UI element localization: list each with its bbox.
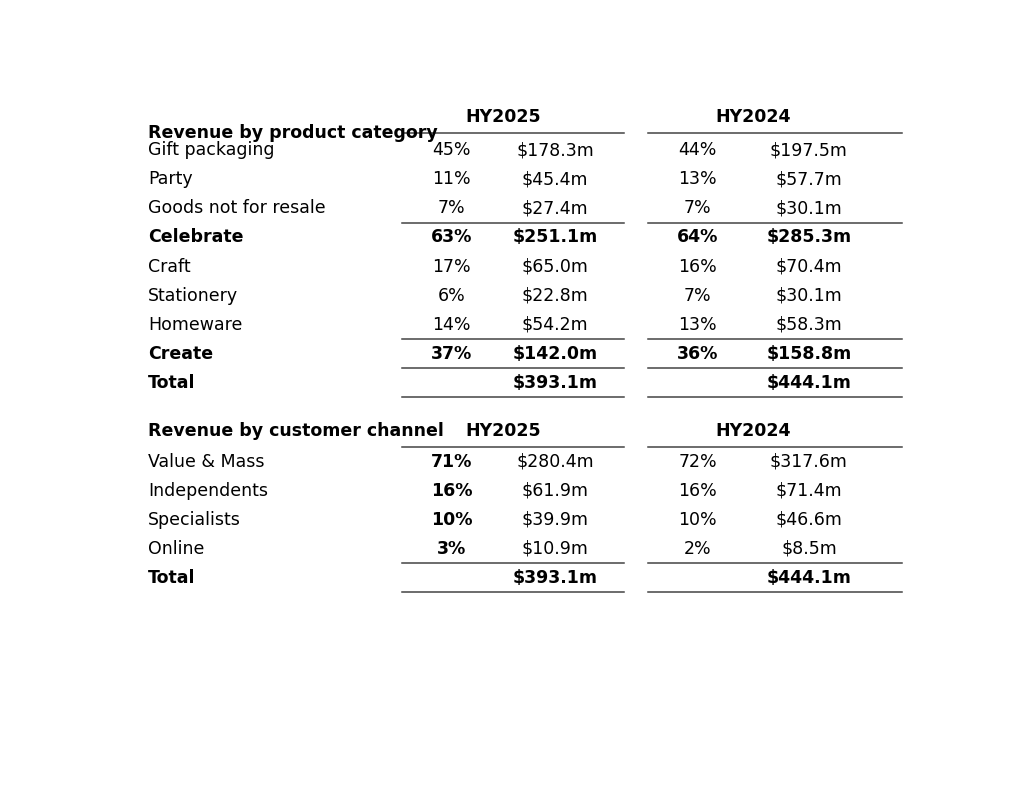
Text: 16%: 16% xyxy=(679,482,717,500)
Text: Stationery: Stationery xyxy=(147,287,238,304)
Text: $10.9m: $10.9m xyxy=(521,540,589,558)
Text: Revenue by product category: Revenue by product category xyxy=(147,124,437,142)
Text: HY2024: HY2024 xyxy=(716,422,792,440)
Text: HY2025: HY2025 xyxy=(466,108,542,126)
Text: 63%: 63% xyxy=(431,228,472,246)
Text: 10%: 10% xyxy=(679,510,717,529)
Text: 13%: 13% xyxy=(679,170,717,188)
Text: $251.1m: $251.1m xyxy=(512,228,598,246)
Text: 64%: 64% xyxy=(677,228,719,246)
Text: Goods not for resale: Goods not for resale xyxy=(147,200,326,217)
Text: Party: Party xyxy=(147,170,193,188)
Text: $8.5m: $8.5m xyxy=(781,540,837,558)
Text: 13%: 13% xyxy=(679,316,717,334)
Text: 16%: 16% xyxy=(431,482,472,500)
Text: $22.8m: $22.8m xyxy=(521,287,589,304)
Text: Celebrate: Celebrate xyxy=(147,228,244,246)
Text: Revenue by customer channel: Revenue by customer channel xyxy=(147,422,443,440)
Text: 3%: 3% xyxy=(437,540,466,558)
Text: $142.0m: $142.0m xyxy=(512,345,598,363)
Text: 2%: 2% xyxy=(684,540,712,558)
Text: Homeware: Homeware xyxy=(147,316,243,334)
Text: $444.1m: $444.1m xyxy=(767,374,851,392)
Text: $61.9m: $61.9m xyxy=(521,482,589,500)
Text: $71.4m: $71.4m xyxy=(775,482,842,500)
Text: Value & Mass: Value & Mass xyxy=(147,452,264,471)
Text: Online: Online xyxy=(147,540,204,558)
Text: 45%: 45% xyxy=(432,142,471,159)
Text: Create: Create xyxy=(147,345,213,363)
Text: $27.4m: $27.4m xyxy=(521,200,588,217)
Text: 7%: 7% xyxy=(438,200,466,217)
Text: $444.1m: $444.1m xyxy=(767,569,851,587)
Text: Total: Total xyxy=(147,569,196,587)
Text: Specialists: Specialists xyxy=(147,510,241,529)
Text: $57.7m: $57.7m xyxy=(775,170,843,188)
Text: $280.4m: $280.4m xyxy=(516,452,594,471)
Text: $317.6m: $317.6m xyxy=(770,452,848,471)
Text: Gift packaging: Gift packaging xyxy=(147,142,274,159)
Text: 44%: 44% xyxy=(679,142,717,159)
Text: 14%: 14% xyxy=(432,316,471,334)
Text: 7%: 7% xyxy=(684,200,712,217)
Text: 72%: 72% xyxy=(679,452,717,471)
Text: $65.0m: $65.0m xyxy=(521,258,589,276)
Text: 7%: 7% xyxy=(684,287,712,304)
Text: HY2025: HY2025 xyxy=(466,422,542,440)
Text: 10%: 10% xyxy=(431,510,472,529)
Text: Total: Total xyxy=(147,374,196,392)
Text: $70.4m: $70.4m xyxy=(775,258,842,276)
Text: 71%: 71% xyxy=(431,452,472,471)
Text: Craft: Craft xyxy=(147,258,190,276)
Text: HY2024: HY2024 xyxy=(716,108,792,126)
Text: 36%: 36% xyxy=(677,345,719,363)
Text: $393.1m: $393.1m xyxy=(512,374,597,392)
Text: $46.6m: $46.6m xyxy=(775,510,843,529)
Text: $393.1m: $393.1m xyxy=(512,569,597,587)
Text: $45.4m: $45.4m xyxy=(521,170,588,188)
Text: $158.8m: $158.8m xyxy=(766,345,852,363)
Text: $178.3m: $178.3m xyxy=(516,142,594,159)
Text: 37%: 37% xyxy=(431,345,472,363)
Text: $58.3m: $58.3m xyxy=(775,316,843,334)
Text: $54.2m: $54.2m xyxy=(521,316,588,334)
Text: $39.9m: $39.9m xyxy=(521,510,589,529)
Text: 16%: 16% xyxy=(679,258,717,276)
Text: $197.5m: $197.5m xyxy=(770,142,848,159)
Text: 17%: 17% xyxy=(432,258,471,276)
Text: $30.1m: $30.1m xyxy=(775,287,843,304)
Text: $30.1m: $30.1m xyxy=(775,200,843,217)
Text: Independents: Independents xyxy=(147,482,268,500)
Text: 11%: 11% xyxy=(432,170,471,188)
Text: 6%: 6% xyxy=(438,287,466,304)
Text: $285.3m: $285.3m xyxy=(766,228,852,246)
